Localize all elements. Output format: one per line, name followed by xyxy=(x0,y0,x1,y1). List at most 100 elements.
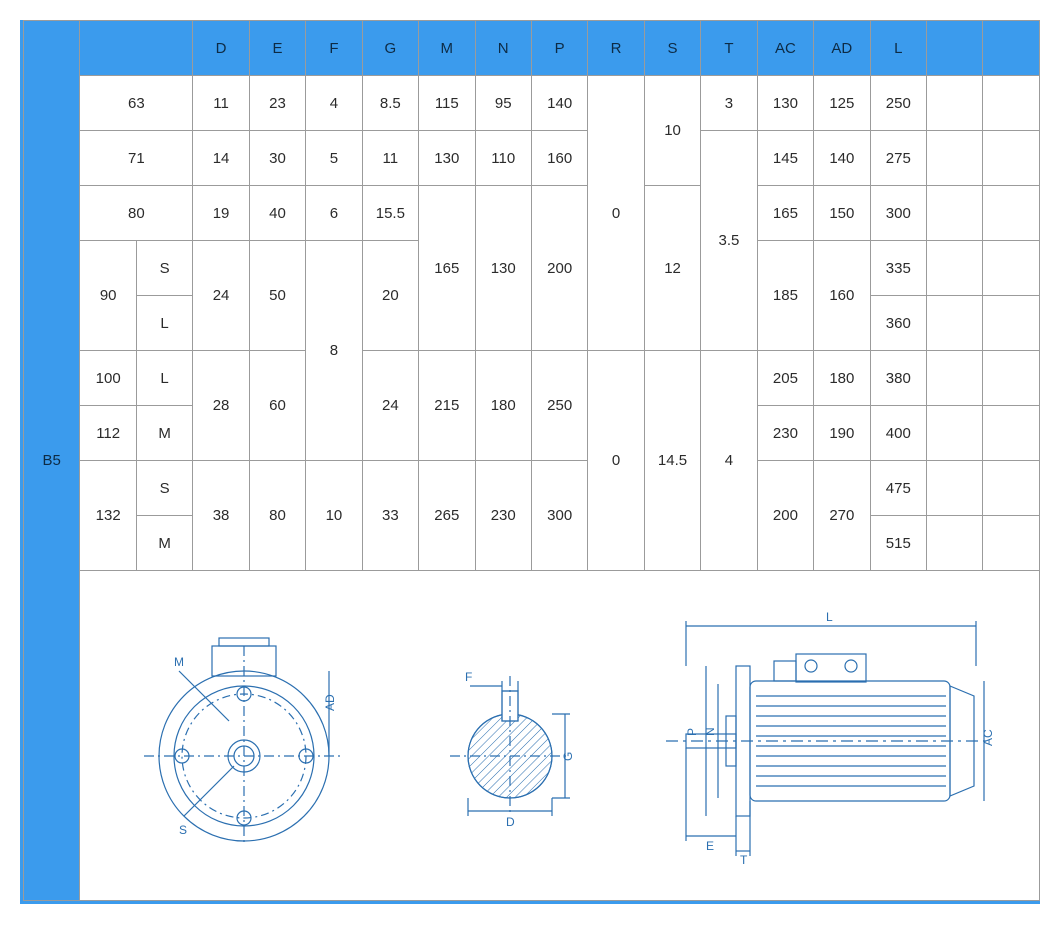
cell xyxy=(983,461,1040,516)
cell: 28 xyxy=(193,351,249,461)
cell xyxy=(983,516,1040,571)
cell: 8.5 xyxy=(362,76,418,131)
cell: 130 xyxy=(475,186,531,351)
cell: 5 xyxy=(306,131,362,186)
col-S: S xyxy=(644,21,700,76)
header-blank xyxy=(80,21,193,76)
label-M: M xyxy=(174,655,184,669)
cell xyxy=(983,131,1040,186)
cell: 24 xyxy=(193,241,249,351)
label-D: D xyxy=(506,815,515,829)
dimensions-table: B5 D E F G M N P R S T AC AD L 63 11 23 … xyxy=(23,20,1040,901)
cell: 14 xyxy=(193,131,249,186)
cell: 23 xyxy=(249,76,305,131)
cell: 33 xyxy=(362,461,418,571)
label-E: E xyxy=(706,839,714,853)
cell: 19 xyxy=(193,186,249,241)
cell: 335 xyxy=(870,241,926,296)
cell xyxy=(983,76,1040,131)
cell: 30 xyxy=(249,131,305,186)
frame-71: 71 xyxy=(80,131,193,186)
cell: 10 xyxy=(644,76,700,186)
cell: 11 xyxy=(362,131,418,186)
frame-63: 63 xyxy=(80,76,193,131)
cell: 270 xyxy=(814,461,870,571)
cell xyxy=(927,76,983,131)
cell: 185 xyxy=(757,241,813,351)
cell: 205 xyxy=(757,351,813,406)
cell: 130 xyxy=(419,131,475,186)
cell: 95 xyxy=(475,76,531,131)
table-row: 71 14 30 5 11 130 110 160 3.5 145 140 27… xyxy=(24,131,1040,186)
label-P: P xyxy=(685,727,699,735)
cell: 190 xyxy=(814,406,870,461)
cell: 15.5 xyxy=(362,186,418,241)
cell: 4 xyxy=(306,76,362,131)
cell: 3 xyxy=(701,76,757,131)
col-E: E xyxy=(249,21,305,76)
side-view-diagram: L P N E T AC xyxy=(656,606,996,866)
cell xyxy=(983,241,1040,296)
cell xyxy=(983,351,1040,406)
label-AC: AC xyxy=(981,728,995,745)
sub-S: S xyxy=(136,461,192,516)
col-R: R xyxy=(588,21,644,76)
cell xyxy=(927,241,983,296)
cell: 215 xyxy=(419,351,475,461)
side-label: B5 xyxy=(24,21,80,901)
cell xyxy=(927,406,983,461)
cell xyxy=(983,296,1040,351)
col-P: P xyxy=(531,21,587,76)
cell: 200 xyxy=(757,461,813,571)
table-row: 132 S 38 80 10 33 265 230 300 200 270 47… xyxy=(24,461,1040,516)
header-row: B5 D E F G M N P R S T AC AD L xyxy=(24,21,1040,76)
sub-M: M xyxy=(136,406,192,461)
frame-80: 80 xyxy=(80,186,193,241)
sub-S: S xyxy=(136,241,192,296)
cell: 12 xyxy=(644,186,700,351)
frame-100: 100 xyxy=(80,351,136,406)
cell: 250 xyxy=(870,76,926,131)
col-G: G xyxy=(362,21,418,76)
cell xyxy=(927,131,983,186)
cell xyxy=(927,351,983,406)
spec-sheet: B5 D E F G M N P R S T AC AD L 63 11 23 … xyxy=(20,20,1040,904)
col-AD: AD xyxy=(814,21,870,76)
cell: 300 xyxy=(870,186,926,241)
cell: 60 xyxy=(249,351,305,461)
diagram-row: M AD S xyxy=(24,571,1040,901)
cell: 160 xyxy=(814,241,870,351)
col-blank2 xyxy=(983,21,1040,76)
label-AD: AD xyxy=(323,693,337,710)
cell: 115 xyxy=(419,76,475,131)
cell: 250 xyxy=(531,351,587,461)
frame-90: 90 xyxy=(80,241,136,351)
cell: 110 xyxy=(475,131,531,186)
cell: 475 xyxy=(870,461,926,516)
cell: 300 xyxy=(531,461,587,571)
cell: 180 xyxy=(475,351,531,461)
col-N: N xyxy=(475,21,531,76)
sub-L: L xyxy=(136,351,192,406)
cell: 200 xyxy=(531,186,587,351)
cell: 150 xyxy=(814,186,870,241)
cell xyxy=(927,186,983,241)
cell xyxy=(927,461,983,516)
cell: 180 xyxy=(814,351,870,406)
diagrams-cell: M AD S xyxy=(80,571,1040,901)
front-view-diagram: M AD S xyxy=(124,616,364,856)
cell: 3.5 xyxy=(701,131,757,351)
cell: 515 xyxy=(870,516,926,571)
sub-M: M xyxy=(136,516,192,571)
cell: 140 xyxy=(531,76,587,131)
frame-132: 132 xyxy=(80,461,136,571)
col-F: F xyxy=(306,21,362,76)
cell xyxy=(983,186,1040,241)
col-M: M xyxy=(419,21,475,76)
label-T: T xyxy=(740,853,748,866)
cell: 38 xyxy=(193,461,249,571)
cell: 265 xyxy=(419,461,475,571)
cell xyxy=(927,296,983,351)
col-T: T xyxy=(701,21,757,76)
cell: 40 xyxy=(249,186,305,241)
